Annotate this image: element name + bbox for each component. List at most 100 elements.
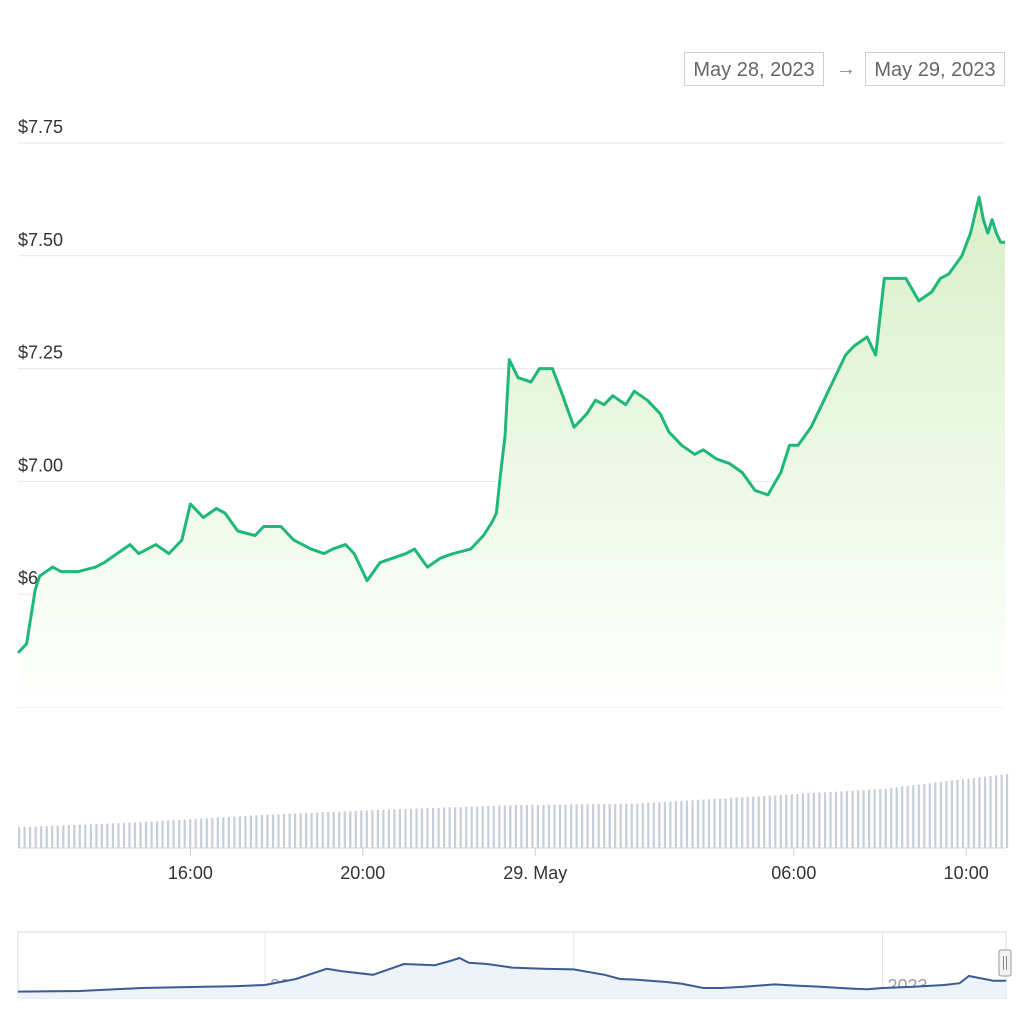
volume-bar: [84, 824, 87, 848]
volume-bar: [680, 800, 683, 848]
volume-bar: [757, 796, 760, 848]
volume-bar: [536, 804, 539, 848]
volume-bar: [879, 789, 882, 848]
volume-bar: [520, 805, 523, 848]
volume-bar: [404, 808, 407, 848]
volume-bar: [857, 790, 860, 848]
volume-bar: [503, 805, 506, 848]
y-tick-label: $7.75: [18, 117, 63, 137]
volume-bar: [890, 787, 893, 848]
volume-bar: [476, 806, 479, 848]
volume-bar: [845, 791, 849, 848]
volume-bar: [332, 811, 335, 848]
volume-bar: [696, 799, 700, 848]
volume-bar: [752, 796, 755, 848]
volume-bar: [227, 816, 230, 848]
volume-bar: [779, 795, 782, 848]
volume-bar: [603, 804, 606, 848]
volume-bar: [260, 814, 264, 848]
volume-bar: [730, 797, 733, 848]
volume-bar: [995, 775, 998, 848]
volume-bar: [305, 813, 308, 848]
volume-bar: [18, 827, 21, 848]
volume-bar: [40, 826, 43, 848]
volume-bar: [23, 827, 26, 848]
volume-bar: [685, 800, 689, 848]
volume-bar: [895, 787, 898, 848]
volume-bar: [746, 796, 749, 848]
volume-bar: [470, 806, 473, 848]
volume-bar: [724, 798, 727, 848]
volume-bar: [56, 825, 59, 848]
volume-bar: [768, 795, 771, 848]
volume-bar: [371, 810, 374, 848]
volume-bar: [89, 824, 92, 848]
volume-bar: [641, 803, 644, 848]
volume-bar: [426, 808, 429, 848]
volume-bar: [840, 791, 843, 848]
volume-bar: [901, 786, 904, 848]
volume-bar: [928, 783, 931, 848]
volume-bar: [443, 807, 446, 848]
volume-bar: [906, 785, 909, 848]
volume-bar: [387, 809, 390, 848]
volume-bar: [614, 803, 617, 848]
volume-bar: [161, 820, 164, 848]
volume-bar: [194, 818, 197, 848]
volume-bar: [834, 791, 838, 848]
volume-bar: [923, 783, 926, 848]
volume-bar: [807, 793, 810, 848]
volume-bar: [255, 815, 258, 848]
volume-bar: [111, 823, 114, 848]
volume-bar: [636, 803, 639, 848]
navigator-handle[interactable]: [998, 949, 1012, 977]
volume-bar: [62, 825, 65, 848]
volume-bar: [316, 812, 319, 848]
volume-bar: [465, 806, 468, 848]
range-end-date[interactable]: May 29, 2023: [865, 52, 1005, 86]
volume-bar: [851, 790, 854, 848]
volume-bar: [691, 800, 694, 848]
volume-bar: [713, 798, 716, 848]
volume-bar: [570, 804, 573, 848]
volume-bar: [106, 823, 109, 848]
volume-bar: [216, 817, 219, 848]
volume-bar: [939, 781, 942, 848]
volume-bar: [581, 804, 584, 848]
volume-bar: [139, 822, 142, 848]
x-tick-label: 16:00: [168, 863, 213, 883]
volume-bar: [360, 810, 363, 848]
volume-bar: [51, 825, 54, 848]
volume-bar: [741, 797, 744, 848]
volume-bar: [299, 813, 302, 848]
volume-bar: [796, 794, 799, 848]
volume-bar: [487, 806, 490, 848]
volume-bar: [150, 821, 153, 848]
volume-bar: [382, 809, 385, 848]
volume-bar: [735, 797, 738, 848]
volume-bar: [67, 825, 70, 848]
range-start-date[interactable]: May 28, 2023: [684, 52, 824, 86]
x-tick-label: 10:00: [944, 863, 989, 883]
volume-bar: [282, 813, 286, 848]
volume-bar: [608, 803, 611, 848]
x-tick-label: 06:00: [771, 863, 816, 883]
volume-bar: [288, 813, 291, 848]
volume-bar: [945, 781, 948, 848]
volume-bar: [211, 817, 214, 848]
volume-bar: [1000, 774, 1003, 848]
volume-bar: [448, 807, 451, 848]
volume-bar: [128, 822, 131, 848]
volume-bar: [45, 826, 48, 848]
volume-bar: [619, 803, 622, 848]
volume-bar: [189, 819, 192, 848]
volume-bar: [978, 777, 981, 848]
volume-bar: [73, 825, 76, 848]
volume-bar: [172, 820, 175, 848]
volume-bar: [492, 805, 495, 848]
volume-bar: [266, 814, 269, 848]
volume-bar: [343, 811, 346, 848]
volume-bar: [29, 826, 32, 848]
volume-bar: [349, 811, 352, 848]
volume-bar: [674, 801, 677, 848]
